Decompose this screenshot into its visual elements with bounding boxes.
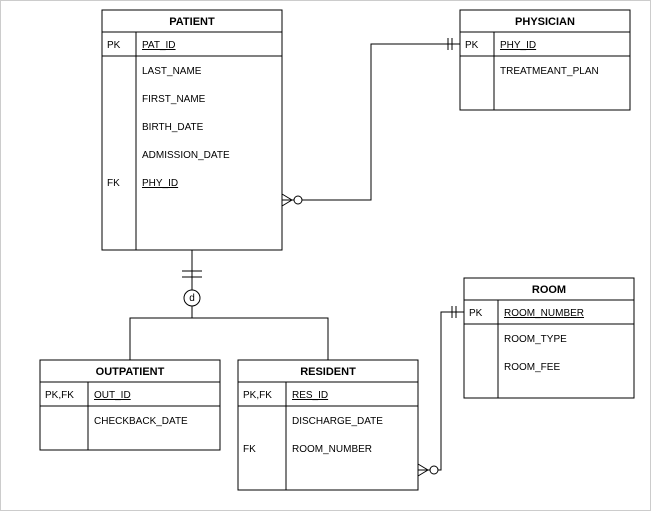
attribute: ROOM_NUMBER	[504, 308, 584, 319]
entity-title: ROOM	[532, 284, 566, 296]
key-type: FK	[243, 444, 256, 455]
attribute: OUT_ID	[94, 390, 131, 401]
attribute: RES_ID	[292, 390, 328, 401]
rel-d-outpatient	[130, 318, 192, 360]
attribute: DISCHARGE_DATE	[292, 416, 383, 427]
crowfoot	[282, 194, 292, 206]
rel-d-resident	[192, 318, 328, 360]
crowfoot	[418, 464, 428, 476]
attribute: BIRTH_DATE	[142, 122, 204, 133]
attribute: ADMISSION_DATE	[142, 150, 230, 161]
key-type: PK,FK	[45, 390, 74, 401]
entity-title: PATIENT	[169, 16, 215, 28]
cardinality-zero	[294, 196, 302, 204]
entity-room: ROOM PK ROOM_NUMBER ROOM_TYPE ROOM_FEE	[464, 278, 634, 398]
disjoint-label: d	[189, 293, 195, 304]
entity-physician: PHYSICIAN PK PHY_ID TREATMEANT_PLAN	[460, 10, 630, 110]
cardinality-zero	[430, 466, 438, 474]
attribute: FIRST_NAME	[142, 94, 206, 105]
attribute: PHY_ID	[142, 178, 178, 189]
key-type: FK	[107, 178, 120, 189]
attribute: ROOM_NUMBER	[292, 444, 372, 455]
attribute: ROOM_FEE	[504, 362, 560, 373]
entity-title: PHYSICIAN	[515, 16, 575, 28]
entity-outpatient: OUTPATIENT PK,FK OUT_ID CHECKBACK_DATE	[40, 360, 220, 450]
entity-title: OUTPATIENT	[96, 366, 165, 378]
entity-title: RESIDENT	[300, 366, 356, 378]
entity-resident: RESIDENT PK,FK RES_ID DISCHARGE_DATE FK ROOM_…	[238, 360, 418, 490]
attribute: LAST_NAME	[142, 66, 202, 77]
key-type: PK	[469, 308, 483, 319]
key-type: PK	[465, 40, 479, 51]
attribute: PHY_ID	[500, 40, 536, 51]
attribute: CHECKBACK_DATE	[94, 416, 188, 427]
attribute: PAT_ID	[142, 40, 176, 51]
key-type: PK,FK	[243, 390, 272, 401]
key-type: PK	[107, 40, 121, 51]
entity-patient: PATIENT PK PAT_ID LAST_NAME FIRST_NAME BIRTH_…	[102, 10, 282, 250]
attribute: TREATMEANT_PLAN	[500, 66, 599, 77]
rel-patient-physician	[282, 44, 460, 200]
attribute: ROOM_TYPE	[504, 334, 567, 345]
rel-resident-room	[418, 312, 464, 470]
